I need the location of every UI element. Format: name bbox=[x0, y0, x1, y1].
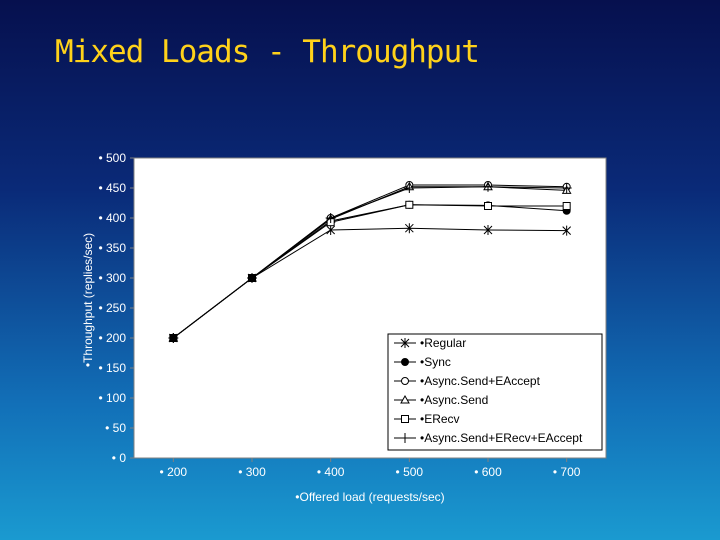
data-point-s4-p4 bbox=[484, 202, 492, 210]
data-point-s5-p4 bbox=[483, 181, 493, 192]
data-point-s0-p4 bbox=[483, 225, 493, 235]
x-tick-label-5: • 700 bbox=[553, 465, 581, 479]
second-point-marker bbox=[248, 274, 256, 282]
legend-box bbox=[387, 333, 603, 451]
y-tick-label-9: • 450 bbox=[98, 181, 126, 195]
legend-marker-5 bbox=[400, 433, 410, 443]
y-axis-label: •Throughput (replies/sec) bbox=[81, 233, 95, 367]
series-line-5 bbox=[173, 186, 567, 339]
x-axis-label: •Offered load (requests/sec) bbox=[295, 490, 444, 504]
x-tick-label-4: • 600 bbox=[474, 465, 502, 479]
legend-item-3: •Async.Send bbox=[394, 393, 488, 407]
legend-marker-4 bbox=[401, 415, 409, 423]
legend-item-2: •Async.Send+EAccept bbox=[394, 374, 541, 388]
data-point-s0-p5 bbox=[562, 225, 572, 236]
y-tick-label-7: • 350 bbox=[98, 241, 126, 255]
x-tick-label-1: • 300 bbox=[238, 465, 266, 479]
legend-label-3: •Async.Send bbox=[420, 393, 488, 407]
legend-label-2: •Async.Send+EAccept bbox=[420, 374, 541, 388]
y-tick-label-0: • 0 bbox=[112, 451, 127, 465]
legend-label-5: •Async.Send+ERecv+EAccept bbox=[420, 431, 583, 445]
legend-item-1: •Sync bbox=[394, 355, 451, 369]
legend-item-4: •ERecv bbox=[394, 412, 460, 426]
legend-marker-1 bbox=[401, 358, 409, 366]
x-tick-label-2: • 400 bbox=[317, 465, 345, 479]
legend-label-0: •Regular bbox=[420, 336, 466, 350]
x-tick-label-0: • 200 bbox=[160, 465, 188, 479]
y-tick-label-8: • 400 bbox=[98, 211, 126, 225]
data-point-s4-p5 bbox=[562, 202, 571, 210]
series-layer bbox=[168, 181, 572, 343]
y-tick-label-6: • 300 bbox=[98, 271, 126, 285]
x-tick-label-3: • 500 bbox=[396, 465, 424, 479]
y-tick-label-3: • 150 bbox=[98, 361, 126, 375]
legend: •Regular •Sync •Async.Send+EAccept •Async.S… bbox=[387, 333, 603, 451]
y-tick-label-2: • 100 bbox=[98, 391, 126, 405]
legend-marker-0 bbox=[400, 338, 410, 348]
legend-label-1: •Sync bbox=[420, 355, 451, 369]
data-point-s0-p3 bbox=[404, 223, 414, 234]
data-point-s0-p2 bbox=[326, 225, 336, 235]
data-point-s5-p3 bbox=[404, 183, 415, 193]
legend-marker-3 bbox=[400, 394, 410, 404]
axes: • 0 • 50 • 100 • 150 • 200 • 250 • 300 • 350 • 4… bbox=[98, 151, 580, 479]
first-point-marker bbox=[169, 334, 177, 342]
legend-item-0: •Regular bbox=[394, 336, 466, 350]
legend-item-5: •Async.Send+ERecv+EAccept bbox=[394, 431, 583, 445]
slide-title: Mixed Loads - Throughput bbox=[55, 34, 480, 70]
y-tick-label-4: • 200 bbox=[98, 331, 126, 345]
data-point-s5-p2 bbox=[325, 213, 336, 223]
y-tick-label-5: • 250 bbox=[98, 301, 126, 315]
y-tick-label-1: • 50 bbox=[105, 421, 126, 435]
legend-marker-2 bbox=[401, 377, 409, 385]
legend-label-4: •ERecv bbox=[420, 412, 460, 426]
data-point-s4-p3 bbox=[405, 200, 414, 209]
data-point-s5-p5 bbox=[561, 183, 572, 193]
y-tick-label-10: • 500 bbox=[98, 151, 126, 165]
